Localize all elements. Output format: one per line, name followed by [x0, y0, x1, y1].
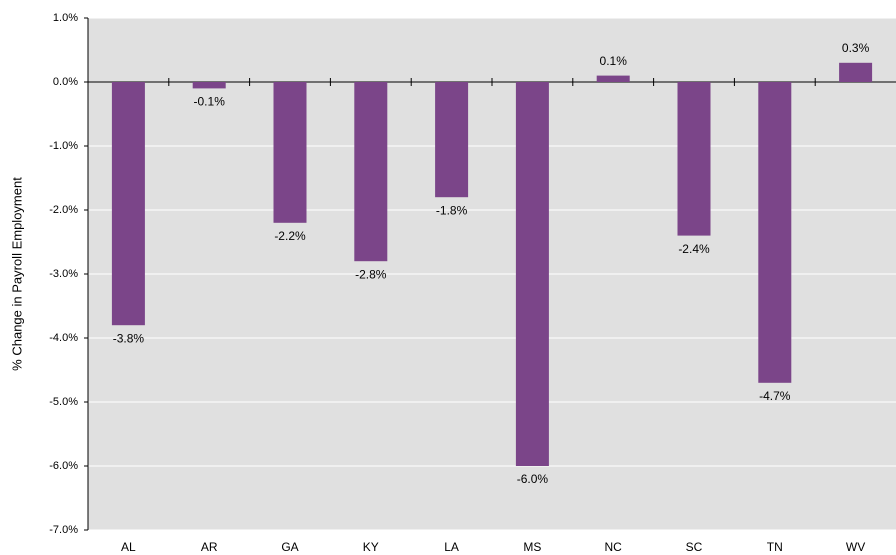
y-tick-label: -6.0% — [49, 460, 78, 472]
x-tick-label: AR — [201, 540, 218, 554]
value-label: -2.8% — [355, 267, 387, 281]
x-tick-label: GA — [281, 540, 298, 554]
value-label: -4.7% — [759, 389, 791, 403]
bar — [111, 82, 145, 326]
bar — [515, 82, 549, 466]
bar — [758, 82, 792, 383]
value-label: -2.2% — [274, 229, 306, 243]
x-tick-label: WV — [846, 540, 865, 554]
value-label: 0.3% — [842, 41, 870, 55]
y-axis-label: % Change in Payroll Employment — [9, 177, 24, 371]
value-label: -6.0% — [517, 472, 549, 486]
value-label: -2.4% — [678, 242, 710, 256]
bar — [435, 82, 469, 198]
value-label: -0.1% — [194, 95, 226, 109]
bar — [192, 82, 226, 89]
y-tick-label: 1.0% — [53, 12, 78, 24]
value-label: -3.8% — [113, 331, 145, 345]
x-tick-label: KY — [363, 540, 379, 554]
bar — [839, 62, 873, 82]
x-tick-label: AL — [121, 540, 136, 554]
bar — [677, 82, 711, 236]
y-tick-label: -4.0% — [49, 332, 78, 344]
bar — [273, 82, 307, 223]
y-tick-label: -1.0% — [49, 140, 78, 152]
y-tick-label: -5.0% — [49, 396, 78, 408]
y-tick-label: -7.0% — [49, 524, 78, 536]
x-tick-label: LA — [444, 540, 459, 554]
x-tick-label: SC — [686, 540, 703, 554]
value-label: -1.8% — [436, 203, 468, 217]
y-tick-label: -3.0% — [49, 268, 78, 280]
y-tick-label: -2.0% — [49, 204, 78, 216]
bar — [596, 75, 630, 82]
value-label: 0.1% — [600, 54, 628, 68]
bar — [354, 82, 388, 262]
x-tick-label: MS — [523, 540, 541, 554]
x-tick-label: NC — [605, 540, 623, 554]
y-tick-label: 0.0% — [53, 76, 78, 88]
x-tick-label: TN — [767, 540, 783, 554]
